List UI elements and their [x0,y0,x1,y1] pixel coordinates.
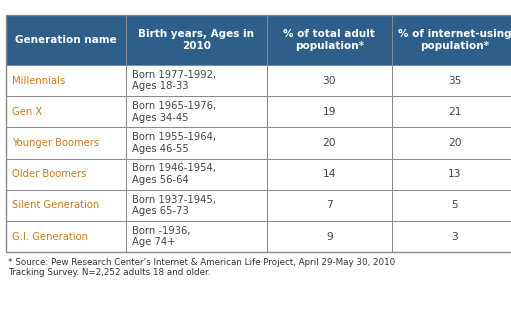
Bar [392,127,511,159]
Bar [392,159,511,190]
Bar [267,127,392,159]
Bar [392,15,511,65]
Text: * Source: Pew Research Center's Internet & American Life Project, April 29-May 3: * Source: Pew Research Center's Internet… [8,258,395,278]
Text: Born 1955-1964,
Ages 46-55: Born 1955-1964, Ages 46-55 [132,132,216,154]
Bar [392,190,511,221]
Bar [6,96,126,127]
Text: Born 1965-1976,
Ages 34-45: Born 1965-1976, Ages 34-45 [132,101,217,123]
Text: 30: 30 [322,76,336,85]
Text: 20: 20 [448,138,461,148]
Bar [267,65,392,96]
Text: Older Boomers: Older Boomers [12,169,87,179]
Bar [6,65,126,96]
Text: Born 1946-1954,
Ages 56-64: Born 1946-1954, Ages 56-64 [132,163,216,185]
Bar [126,127,267,159]
Bar [267,15,392,65]
Bar [6,15,511,252]
Bar [267,159,392,190]
Bar [267,190,392,221]
Text: Silent Generation: Silent Generation [12,201,100,210]
Text: 5: 5 [451,201,458,210]
Text: 7: 7 [326,201,333,210]
Bar [126,65,267,96]
Text: 13: 13 [448,169,461,179]
Bar [392,96,511,127]
Text: Younger Boomers: Younger Boomers [12,138,99,148]
Bar [6,159,126,190]
Text: 14: 14 [322,169,336,179]
Text: Birth years, Ages in
2010: Birth years, Ages in 2010 [138,29,254,51]
Bar [267,96,392,127]
Text: 21: 21 [448,107,461,117]
Text: Gen X: Gen X [12,107,42,117]
Text: 20: 20 [322,138,336,148]
Bar [126,15,267,65]
Text: 3: 3 [451,232,458,241]
Bar [6,15,126,65]
Bar [126,221,267,252]
Bar [6,190,126,221]
Text: % of total adult
population*: % of total adult population* [284,29,375,51]
Text: Born 1977-1992,
Ages 18-33: Born 1977-1992, Ages 18-33 [132,70,217,91]
Text: Born -1936,
Age 74+: Born -1936, Age 74+ [132,226,191,247]
Bar [126,96,267,127]
Bar [126,190,267,221]
Text: % of internet-using
population*: % of internet-using population* [398,29,511,51]
Text: G.I. Generation: G.I. Generation [12,232,88,241]
Text: Born 1937-1945,
Ages 65-73: Born 1937-1945, Ages 65-73 [132,195,216,216]
Bar [392,65,511,96]
Bar [6,127,126,159]
Bar [267,221,392,252]
Text: 9: 9 [326,232,333,241]
Bar [392,221,511,252]
Bar [126,159,267,190]
Text: 35: 35 [448,76,461,85]
Text: 19: 19 [322,107,336,117]
Text: Generation name: Generation name [15,35,117,45]
Bar [6,221,126,252]
Text: Millennials: Millennials [12,76,65,85]
